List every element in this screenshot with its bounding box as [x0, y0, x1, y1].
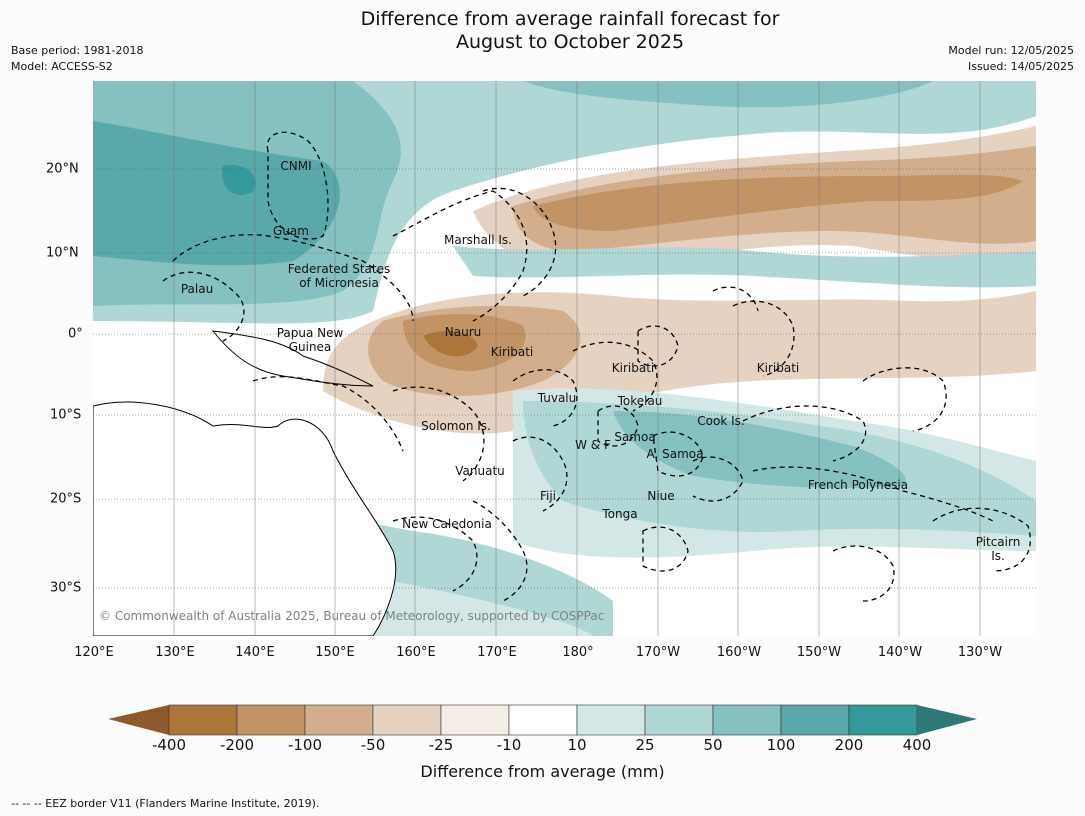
- map-title: Difference from average rainfall forecas…: [0, 8, 1085, 54]
- meridians: [173, 81, 981, 636]
- x-tick-label: 150°W: [796, 645, 842, 660]
- colorbar-segment: [372, 704, 442, 736]
- x-tick-label: 180°: [562, 645, 594, 660]
- colorbar-tick: -50: [360, 736, 386, 754]
- colorbar-segment: [644, 704, 714, 736]
- map-svg: [93, 81, 1036, 636]
- eez-borders: [162, 131, 1031, 602]
- y-tick-label: 0°: [68, 326, 83, 342]
- title-line-2: August to October 2025: [455, 31, 685, 53]
- y-tick-label: 20°N: [46, 161, 79, 177]
- region-label-fsm: Federated States of Micronesia: [287, 262, 391, 290]
- colorbar-tick: 10: [567, 736, 587, 754]
- contour-teal-itcz: [453, 246, 1036, 288]
- colorbar-tick: -25: [428, 736, 454, 754]
- colorbar-segment: [848, 704, 918, 736]
- y-tick-label: 20°S: [50, 491, 82, 507]
- model-run: Model run: 12/05/2025: [948, 44, 1074, 57]
- region-label-solomon-is: Solomon Is.: [421, 419, 491, 433]
- region-label-png: Papua New Guinea: [276, 326, 344, 354]
- y-tick-label: 30°S: [50, 580, 82, 596]
- region-label-cook-is: Cook Is.: [697, 414, 745, 428]
- colorbar-tick: 200: [834, 736, 864, 754]
- colorbar-segment: [508, 704, 578, 736]
- x-tick-label: 140°W: [877, 645, 923, 660]
- model-name: Model: ACCESS-S2: [11, 60, 113, 73]
- y-tick-label: 10°S: [50, 407, 82, 423]
- contour-brown-equator-dark: [423, 330, 478, 357]
- colorbar-tick: 400: [902, 736, 932, 754]
- colorbar-extend-high: [917, 705, 977, 735]
- meta-right: Model run: 12/05/2025 Issued: 14/05/2025: [948, 43, 1074, 75]
- x-tick-label: 170°W: [635, 645, 681, 660]
- region-label-samoa: Samoa: [614, 430, 656, 444]
- region-label-a-samoa: A. Samoa: [646, 447, 704, 461]
- colorbar-segment: [440, 704, 510, 736]
- colorbar-segment: [168, 704, 238, 736]
- colorbar-label: Difference from average (mm): [420, 762, 665, 781]
- contour-teal-south-mid: [613, 411, 906, 488]
- y-tick-label: 10°N: [46, 245, 79, 261]
- contour-teal-top-right: [523, 81, 933, 108]
- region-label-tonga: Tonga: [602, 507, 638, 521]
- region-label-marshall-is: Marshall Is.: [444, 233, 512, 247]
- region-label-guam: Guam: [273, 224, 309, 238]
- colorbar-tick: 50: [703, 736, 723, 754]
- colorbar-segment: [576, 704, 646, 736]
- region-label-nauru: Nauru: [444, 325, 482, 339]
- region-label-kiribati-west: Kiribati: [490, 345, 534, 359]
- colorbar-tick: 25: [635, 736, 655, 754]
- contour-brown-north-mid: [533, 174, 1023, 231]
- region-label-vanuatu: Vanuatu: [455, 464, 505, 478]
- region-label-niue: Niue: [647, 489, 675, 503]
- base-period: Base period: 1981-2018: [11, 44, 144, 57]
- contour-teal-north-core: [222, 165, 256, 195]
- colorbar-segment: [304, 704, 374, 736]
- colorbar-tick: -400: [151, 736, 187, 754]
- region-label-french-polynesia: French Polynesia: [807, 478, 909, 492]
- contour-teal-north-deep: [93, 121, 340, 266]
- colorbar-segment: [236, 704, 306, 736]
- copyright-notice: © Commonwealth of Australia 2025, Bureau…: [99, 609, 605, 623]
- x-tick-label: 140°E: [235, 645, 275, 660]
- region-label-palau: Palau: [180, 282, 214, 296]
- new-guinea-outline: [211, 330, 374, 387]
- colorbar: [108, 704, 977, 736]
- x-tick-label: 130°W: [957, 645, 1003, 660]
- x-tick-label: 170°E: [477, 645, 517, 660]
- graticule: [93, 168, 1036, 589]
- region-label-cnmi: CNMI: [280, 159, 312, 173]
- colorbar-extend-low: [108, 705, 169, 735]
- x-tick-label: 120°E: [74, 645, 114, 660]
- x-tick-label: 160°W: [716, 645, 762, 660]
- x-tick-label: 150°E: [315, 645, 355, 660]
- colorbar-segment: [712, 704, 782, 736]
- australia-outline: [93, 401, 397, 636]
- region-label-w-and-f: W & F: [575, 438, 611, 452]
- region-label-new-caledonia: New Caledonia: [402, 517, 492, 531]
- x-tick-label: 160°E: [396, 645, 436, 660]
- colorbar-tick: 100: [766, 736, 796, 754]
- region-label-tuvalu: Tuvalu: [537, 391, 577, 405]
- rainfall-map: CNMI Guam Marshall Is. Federated States o…: [93, 81, 1036, 636]
- issued-date: Issued: 14/05/2025: [967, 60, 1074, 73]
- colorbar-segment: [780, 704, 850, 736]
- colorbar-tick: -100: [287, 736, 323, 754]
- meta-left: Base period: 1981-2018 Model: ACCESS-S2: [11, 43, 143, 75]
- region-label-kiribati-east: Kiribati: [756, 361, 800, 375]
- region-label-pitcairn-is: Pitcairn Is.: [975, 535, 1021, 563]
- title-line-1: Difference from average rainfall forecas…: [360, 8, 780, 30]
- region-label-tokelau: Tokelau: [617, 394, 663, 408]
- colorbar-tick: -200: [219, 736, 255, 754]
- region-label-fiji: Fiji: [539, 489, 557, 503]
- region-label-kiribati-central: Kiribati: [611, 361, 655, 375]
- colorbar-tick: -10: [496, 736, 522, 754]
- colorbar-segments: [108, 704, 977, 736]
- eez-footnote: -- -- -- EEZ border V11 (Flanders Marine…: [11, 797, 320, 810]
- x-tick-label: 130°E: [155, 645, 195, 660]
